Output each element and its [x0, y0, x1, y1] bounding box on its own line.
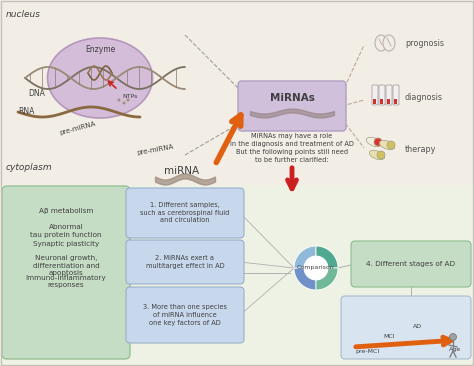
Ellipse shape [383, 35, 395, 51]
FancyBboxPatch shape [374, 99, 376, 104]
Circle shape [122, 101, 126, 105]
FancyBboxPatch shape [0, 185, 474, 366]
Text: cytoplasm: cytoplasm [6, 163, 53, 172]
Text: diagnosis: diagnosis [405, 93, 443, 102]
FancyBboxPatch shape [0, 0, 474, 185]
FancyBboxPatch shape [2, 186, 130, 359]
FancyBboxPatch shape [394, 99, 398, 104]
Ellipse shape [366, 137, 382, 147]
Text: Enzyme: Enzyme [85, 45, 115, 55]
Ellipse shape [374, 138, 382, 146]
Text: Age: Age [449, 347, 461, 351]
Text: MiRNAs may have a role
in the diagnosis and treatment of AD
But the following po: MiRNAs may have a role in the diagnosis … [230, 133, 354, 163]
Text: Comparison: Comparison [297, 265, 335, 270]
Text: Immuno-inflammatory
responses: Immuno-inflammatory responses [26, 275, 106, 288]
Circle shape [127, 98, 129, 101]
Wedge shape [294, 268, 316, 290]
FancyBboxPatch shape [126, 188, 244, 238]
Ellipse shape [47, 38, 153, 118]
Ellipse shape [369, 150, 384, 160]
Text: Aβ metabolism: Aβ metabolism [39, 208, 93, 214]
Text: AD: AD [413, 325, 422, 329]
FancyBboxPatch shape [126, 240, 244, 284]
FancyBboxPatch shape [126, 287, 244, 343]
FancyBboxPatch shape [388, 99, 391, 104]
Text: MiRNAs: MiRNAs [270, 93, 314, 103]
Text: nucleus: nucleus [6, 10, 41, 19]
Ellipse shape [377, 151, 385, 159]
Ellipse shape [375, 35, 387, 51]
Text: miRNA: miRNA [164, 166, 200, 176]
FancyBboxPatch shape [386, 85, 392, 105]
Text: therapy: therapy [405, 146, 437, 154]
Text: pre-miRNA: pre-miRNA [136, 144, 174, 156]
Ellipse shape [379, 140, 395, 150]
Circle shape [304, 256, 328, 280]
Text: MCI: MCI [383, 335, 395, 340]
Text: pre-miRNA: pre-miRNA [59, 120, 97, 136]
Text: Neuronal growth,
differentiation and
apoptosis: Neuronal growth, differentiation and apo… [33, 255, 100, 276]
Text: prognosis: prognosis [405, 38, 444, 48]
FancyBboxPatch shape [393, 85, 399, 105]
Text: 2. MiRNAs exert a
multitarget effect in AD: 2. MiRNAs exert a multitarget effect in … [146, 255, 224, 269]
FancyBboxPatch shape [238, 81, 346, 131]
Text: 4. Different stages of AD: 4. Different stages of AD [366, 261, 456, 267]
Text: Abnormal
tau protein function: Abnormal tau protein function [30, 224, 102, 238]
FancyBboxPatch shape [372, 85, 378, 105]
Wedge shape [316, 246, 338, 268]
Wedge shape [294, 246, 316, 268]
Text: RNA: RNA [18, 108, 35, 116]
Text: NTPs: NTPs [122, 94, 137, 100]
Wedge shape [316, 268, 338, 290]
Text: DNA: DNA [28, 90, 45, 98]
Text: Synaptic plasticity: Synaptic plasticity [33, 241, 99, 247]
Text: 1. Different samples,
such as cerebrospinal fluid
and circulation: 1. Different samples, such as cerebrospi… [140, 202, 230, 224]
FancyBboxPatch shape [341, 296, 471, 359]
Circle shape [118, 98, 120, 101]
Text: pre-MCI: pre-MCI [355, 348, 379, 354]
FancyBboxPatch shape [381, 99, 383, 104]
Text: 3. More than one species
of miRNA influence
one key factors of AD: 3. More than one species of miRNA influe… [143, 305, 227, 325]
FancyBboxPatch shape [379, 85, 385, 105]
Circle shape [449, 333, 456, 340]
Ellipse shape [387, 141, 395, 149]
FancyBboxPatch shape [351, 241, 471, 287]
